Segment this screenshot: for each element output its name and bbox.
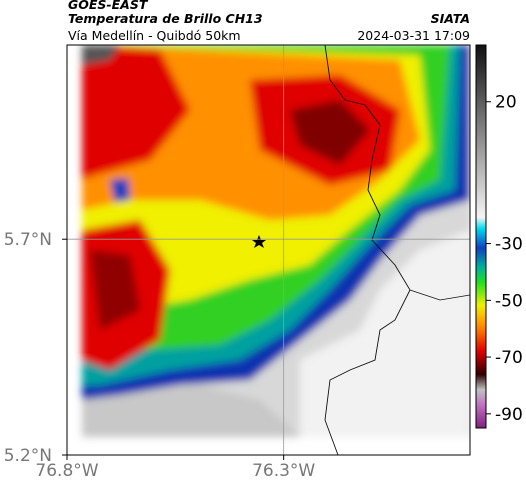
colorbar-tick-label: -50 [495, 291, 523, 311]
location-marker [252, 235, 266, 248]
colorbar-tick-label: 20 [495, 93, 517, 113]
organization: SIATA [431, 11, 470, 26]
timestamp: 2024-03-31 17:09 [357, 28, 470, 43]
colorbar-tick-label: -90 [495, 405, 523, 425]
y-tick-label: 5.7°N [4, 230, 52, 250]
colorbar-tick-label: -30 [495, 235, 523, 255]
imagery [67, 45, 470, 455]
y-tick-label: 5.2°N [4, 446, 52, 466]
map-frame [66, 44, 471, 456]
x-tick-label: 76.3°W [252, 461, 315, 481]
title: Temperatura de Brillo CH13 [68, 11, 263, 26]
x-tick-label: 76.8°W [35, 461, 98, 481]
graticule [67, 45, 470, 455]
source: GOES-EAST [68, 0, 149, 12]
route: Vía Medellín - Quibdó 50km [68, 28, 241, 43]
colorbar-tick-label: -70 [495, 348, 523, 368]
colorbar [475, 44, 487, 429]
